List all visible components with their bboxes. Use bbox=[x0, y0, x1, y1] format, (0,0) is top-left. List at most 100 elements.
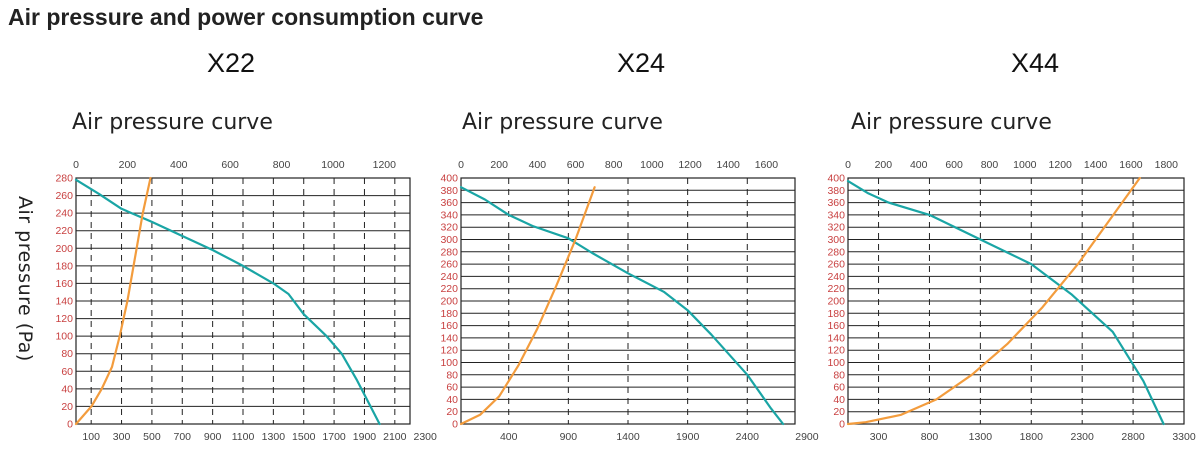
x-bottom-tick-label: 400 bbox=[500, 431, 518, 443]
y-tick-label: 40 bbox=[833, 394, 845, 406]
y-tick-label: 240 bbox=[440, 271, 458, 283]
power-consumption-series-line bbox=[846, 176, 1141, 426]
x-bottom-tick-label: 300 bbox=[870, 431, 888, 443]
y-tick-label: 100 bbox=[55, 331, 73, 343]
x-top-tick-label: 1000 bbox=[321, 159, 345, 171]
y-tick-label: 40 bbox=[61, 383, 73, 395]
x-top-tick-label: 400 bbox=[529, 159, 547, 171]
y-tick-label: 320 bbox=[827, 222, 845, 234]
x-top-tick-label: 800 bbox=[605, 159, 623, 171]
x-bottom-tick-label: 1400 bbox=[616, 431, 640, 443]
y-tick-label: 80 bbox=[833, 369, 845, 381]
x-top-tick-label: 1400 bbox=[717, 159, 741, 171]
y-tick-label: 220 bbox=[55, 225, 73, 237]
x-bottom-tick-label: 900 bbox=[560, 431, 578, 443]
y-tick-label: 140 bbox=[55, 296, 73, 308]
x-bottom-tick-label: 100 bbox=[82, 431, 100, 443]
x-top-tick-label: 0 bbox=[458, 159, 464, 171]
y-tick-label: 200 bbox=[827, 296, 845, 308]
y-tick-label: 0 bbox=[67, 419, 73, 431]
x-bottom-tick-label: 1700 bbox=[322, 431, 346, 443]
x-top-tick-label: 1600 bbox=[1119, 159, 1143, 171]
y-tick-label: 360 bbox=[827, 197, 845, 209]
model-title-x44: X44 bbox=[1011, 48, 1060, 78]
y-tick-label: 60 bbox=[833, 382, 845, 394]
x-bottom-tick-label: 2300 bbox=[414, 431, 438, 443]
y-tick-label: 280 bbox=[440, 246, 458, 258]
x-bottom-tick-label: 1900 bbox=[676, 431, 700, 443]
y-tick-label: 400 bbox=[440, 173, 458, 185]
plot-frame bbox=[847, 177, 1185, 425]
y-tick-label: 340 bbox=[440, 209, 458, 221]
y-tick-label: 200 bbox=[440, 296, 458, 308]
y-tick-label: 20 bbox=[61, 401, 73, 413]
power-consumption-series-line bbox=[74, 176, 152, 426]
y-tick-label: 260 bbox=[440, 259, 458, 271]
plot-frame bbox=[75, 177, 411, 425]
x-bottom-tick-label: 2800 bbox=[1121, 431, 1145, 443]
y-tick-label: 260 bbox=[55, 190, 73, 202]
x-bottom-tick-label: 1500 bbox=[292, 431, 316, 443]
y-tick-label: 300 bbox=[827, 234, 845, 246]
chart-panel-x24: 0 20 40 60 80 100 120 140 160 180 200 220 240 260 280 3… bbox=[425, 150, 818, 450]
air-pressure-series-line bbox=[74, 178, 381, 426]
x-top-tick-label: 800 bbox=[273, 159, 291, 171]
air-pressure-series-line bbox=[846, 180, 1165, 426]
y-tick-label: 140 bbox=[440, 332, 458, 344]
y-tick-label: 360 bbox=[440, 197, 458, 209]
x-top-tick-label: 600 bbox=[221, 159, 239, 171]
x-top-tick-label: 400 bbox=[910, 159, 928, 171]
chart-subtitle-x22: Air pressure curve bbox=[72, 110, 273, 135]
y-tick-label: 180 bbox=[827, 308, 845, 320]
chart-subtitle-x24: Air pressure curve bbox=[462, 110, 663, 135]
y-tick-label: 380 bbox=[827, 185, 845, 197]
y-tick-label: 120 bbox=[827, 345, 845, 357]
y-tick-label: 140 bbox=[827, 332, 845, 344]
x-bottom-tick-label: 800 bbox=[921, 431, 939, 443]
y-tick-label: 40 bbox=[446, 394, 458, 406]
x-bottom-tick-label: 2300 bbox=[1071, 431, 1095, 443]
x-top-tick-label: 600 bbox=[945, 159, 963, 171]
x-top-tick-label: 600 bbox=[567, 159, 585, 171]
y-tick-label: 220 bbox=[440, 283, 458, 295]
x-top-tick-label: 1200 bbox=[1049, 159, 1073, 171]
y-tick-label: 340 bbox=[827, 209, 845, 221]
x-top-tick-label: 400 bbox=[170, 159, 188, 171]
y-tick-label: 0 bbox=[452, 419, 458, 431]
model-title-x22: X22 bbox=[207, 48, 256, 78]
y-tick-label: 280 bbox=[55, 173, 73, 185]
x-top-tick-label: 200 bbox=[490, 159, 508, 171]
y-tick-label: 160 bbox=[827, 320, 845, 332]
model-title-x24: X24 bbox=[617, 48, 666, 78]
y-axis-title: Air pressure (Pa) bbox=[14, 196, 36, 362]
y-tick-label: 80 bbox=[61, 348, 73, 360]
chart-subtitle-x44: Air pressure curve bbox=[851, 110, 1052, 135]
y-tick-label: 380 bbox=[440, 185, 458, 197]
chart-x22: 0 20 40 60 80 100 120 140 160 180 200 220 240 260 280 1… bbox=[55, 159, 437, 443]
chart-x44: 0204060801001201401601802002202402602803… bbox=[827, 159, 1196, 443]
x-bottom-tick-label: 3300 bbox=[1172, 431, 1196, 443]
page-title: Air pressure and power consumption curve bbox=[8, 4, 484, 30]
x-bottom-tick-label: 500 bbox=[143, 431, 161, 443]
y-tick-label: 0 bbox=[839, 419, 845, 431]
y-tick-label: 180 bbox=[440, 308, 458, 320]
x-top-tick-label: 1400 bbox=[1084, 159, 1108, 171]
y-tick-label: 240 bbox=[55, 208, 73, 220]
y-tick-label: 60 bbox=[446, 382, 458, 394]
x-top-tick-label: 1600 bbox=[755, 159, 779, 171]
y-tick-label: 200 bbox=[55, 243, 73, 255]
y-tick-label: 300 bbox=[440, 234, 458, 246]
x-bottom-tick-label: 1900 bbox=[353, 431, 377, 443]
x-top-tick-label: 200 bbox=[119, 159, 137, 171]
x-bottom-tick-label: 2900 bbox=[795, 431, 819, 443]
y-tick-label: 260 bbox=[827, 259, 845, 271]
y-tick-label: 160 bbox=[55, 278, 73, 290]
x-bottom-tick-label: 1800 bbox=[1020, 431, 1044, 443]
x-top-tick-label: 1000 bbox=[1013, 159, 1037, 171]
y-tick-label: 220 bbox=[827, 283, 845, 295]
x-top-tick-label: 800 bbox=[981, 159, 999, 171]
x-bottom-tick-label: 1100 bbox=[232, 431, 255, 443]
x-top-tick-label: 1200 bbox=[678, 159, 702, 171]
x-top-tick-label: 1800 bbox=[1155, 159, 1179, 171]
y-tick-label: 120 bbox=[55, 313, 73, 325]
